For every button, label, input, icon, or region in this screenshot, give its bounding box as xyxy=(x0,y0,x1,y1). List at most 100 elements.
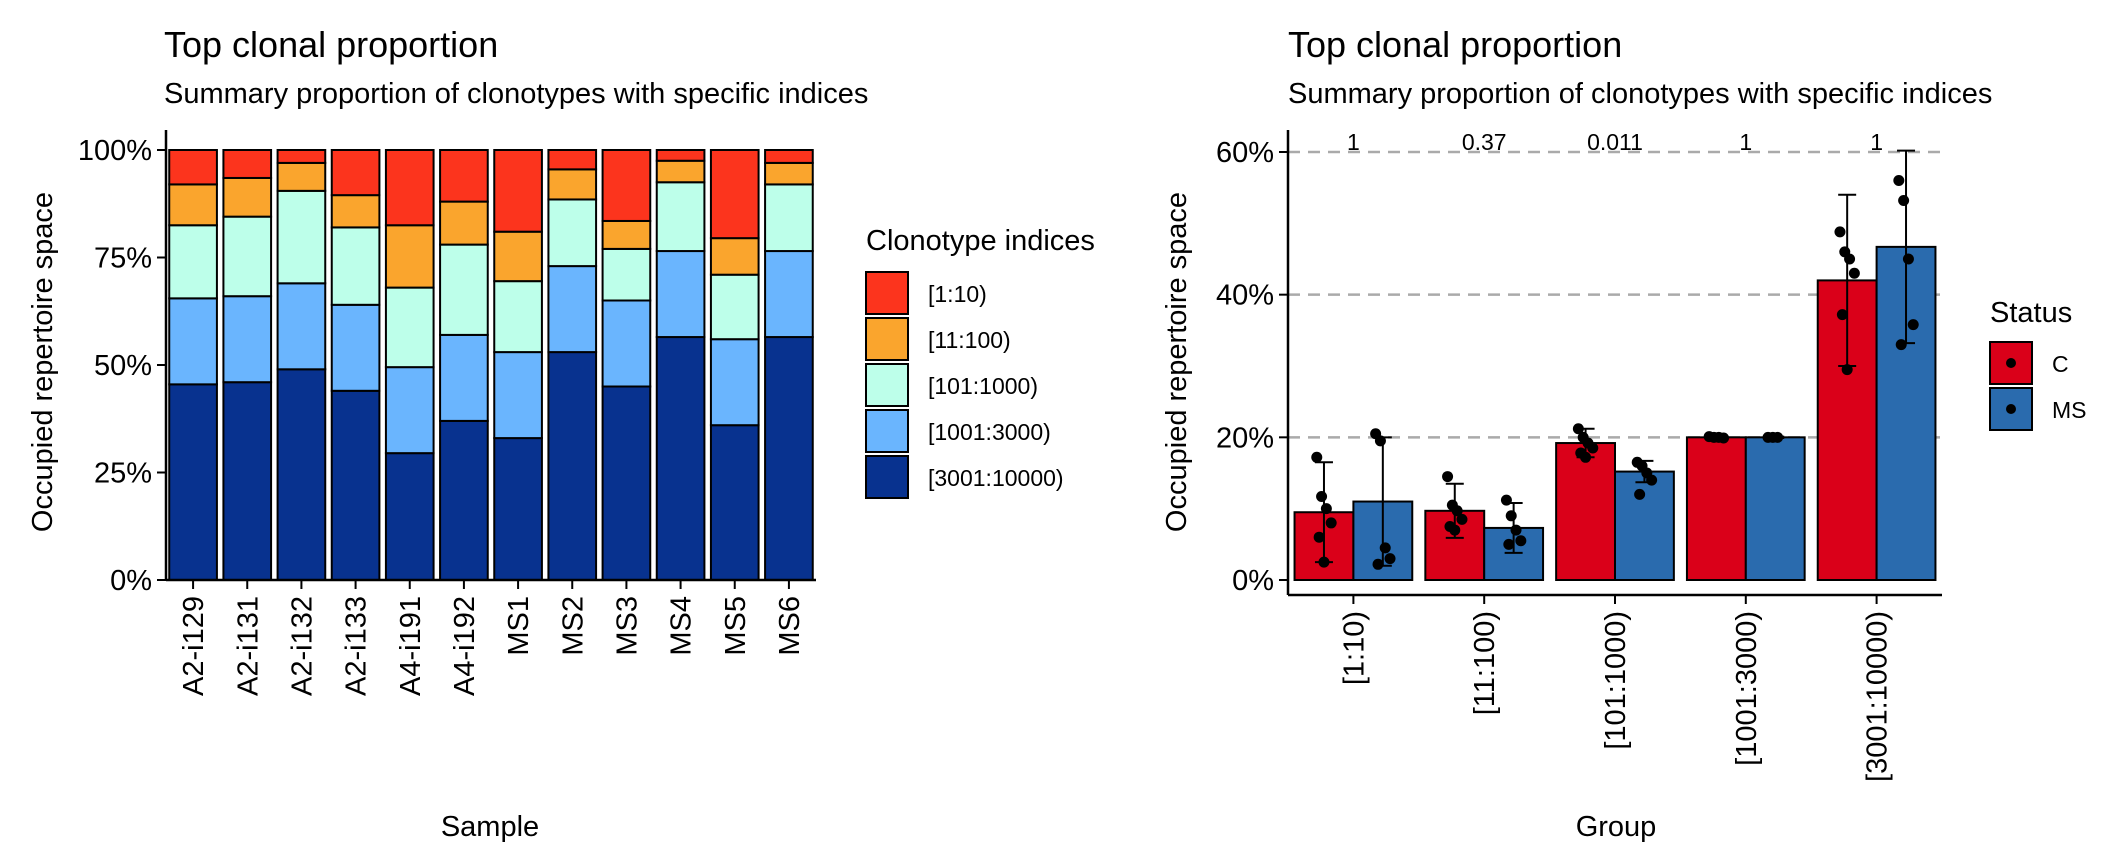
bar-segment xyxy=(276,368,327,581)
data-point xyxy=(1311,451,1323,463)
p-value-label: 1 xyxy=(1739,129,1752,155)
stacked-bar-chart: Sample Occupied repertoire space Clonoty… xyxy=(27,130,1095,843)
legend-label: MS xyxy=(2052,397,2087,423)
left-chart-panel: Top clonal proportion Summary proportion… xyxy=(27,24,1095,843)
left-x-axis-label: Sample xyxy=(441,811,539,843)
bar-segment xyxy=(547,351,598,581)
legend-label: C xyxy=(2052,351,2069,377)
bar-segment xyxy=(764,149,814,164)
x-tick-label: A2-i132 xyxy=(286,596,318,696)
x-tick-label: A4-i192 xyxy=(449,596,481,696)
data-point xyxy=(1379,542,1391,554)
bar-segment xyxy=(601,149,652,222)
bar-segment xyxy=(330,303,381,392)
bar-segment xyxy=(168,224,218,300)
data-point xyxy=(1510,524,1522,536)
x-tick-label: A4-i191 xyxy=(395,596,427,696)
data-point xyxy=(1316,491,1328,503)
x-tick-label: MS3 xyxy=(611,596,643,656)
x-tick-label: MS5 xyxy=(720,596,752,656)
data-point xyxy=(1898,195,1910,207)
bar-segment xyxy=(709,149,760,240)
x-tick-label: A2-i133 xyxy=(341,596,373,696)
data-point xyxy=(1325,517,1337,529)
bar-segment xyxy=(709,237,760,276)
p-value-label: 0.37 xyxy=(1462,129,1507,155)
legend-key xyxy=(865,409,909,453)
bar-segment xyxy=(222,176,273,218)
bar-segment xyxy=(439,419,489,581)
data-point xyxy=(1384,553,1396,565)
bar-segment xyxy=(547,149,598,171)
legend-label: [1001:3000) xyxy=(928,419,1051,445)
bar-segment xyxy=(168,149,218,186)
bar-segment xyxy=(168,183,218,227)
grouped-bar-chart: Group Occupied repertoire space Status 0… xyxy=(1161,129,2087,843)
bar-segment xyxy=(439,200,489,246)
bar-segment xyxy=(222,215,273,298)
bar-segment xyxy=(276,149,327,164)
left-chart-subtitle: Summary proportion of clonotypes with sp… xyxy=(164,78,869,110)
data-point xyxy=(1587,442,1599,454)
bar-segment xyxy=(330,389,381,581)
data-point xyxy=(1572,423,1584,435)
y-tick-label: 0% xyxy=(1232,565,1274,597)
data-point xyxy=(1320,503,1332,515)
legend-label: [101:1000) xyxy=(928,373,1038,399)
bar-segment xyxy=(601,385,652,581)
bar-segment xyxy=(655,181,706,253)
bar-segment xyxy=(764,183,814,253)
bar-segment xyxy=(601,219,652,250)
bar-segment xyxy=(222,295,273,384)
bar-segment xyxy=(601,247,652,302)
x-tick-label: MS6 xyxy=(774,596,806,656)
bar-segment xyxy=(276,161,327,192)
data-point xyxy=(1895,339,1907,351)
bar-segment xyxy=(547,265,598,354)
bar-segment xyxy=(547,168,598,201)
bar-segment xyxy=(764,336,814,581)
right-y-axis-label: Occupied repertoire space xyxy=(1161,192,1193,532)
data-point xyxy=(1848,267,1860,279)
bar-segment xyxy=(493,280,543,354)
bar-segment xyxy=(493,230,543,283)
data-point xyxy=(1451,505,1463,517)
data-point xyxy=(1374,435,1386,447)
data-point xyxy=(1500,494,1512,506)
data-point xyxy=(1772,431,1784,443)
data-point xyxy=(1503,538,1515,550)
data-point xyxy=(1836,309,1848,321)
bar-C xyxy=(1555,442,1617,582)
bar-segment xyxy=(222,381,273,582)
data-point xyxy=(1372,558,1384,570)
data-point xyxy=(1907,319,1919,331)
bar-segment xyxy=(655,159,706,184)
bar-segment xyxy=(493,149,543,233)
bar-segment xyxy=(384,366,435,455)
legend-label: [11:100) xyxy=(928,327,1011,353)
bar-segment xyxy=(330,149,381,197)
bar-segment xyxy=(764,161,814,186)
data-point xyxy=(1313,531,1325,543)
bar-segment xyxy=(384,286,435,369)
x-tick-label: [11:100) xyxy=(1469,611,1501,715)
y-tick-label: 0% xyxy=(110,565,152,597)
right-chart-subtitle: Summary proportion of clonotypes with sp… xyxy=(1288,78,1993,110)
right-chart-title: Top clonal proportion xyxy=(1288,24,1623,65)
bar-segment xyxy=(276,282,327,371)
bar-segment xyxy=(439,243,489,336)
data-point xyxy=(1505,510,1517,522)
y-tick-label: 20% xyxy=(1216,422,1274,454)
bar-MS xyxy=(1744,436,1806,582)
x-tick-label: A2-i131 xyxy=(232,596,264,696)
bar-segment xyxy=(330,194,381,229)
bar-segment xyxy=(709,424,760,582)
right-chart-panel: Top clonal proportion Summary proportion… xyxy=(1056,0,2112,864)
bar-segment xyxy=(547,198,598,268)
data-point xyxy=(1456,513,1468,525)
bar-segment xyxy=(601,299,652,388)
legend-point xyxy=(2006,404,2016,414)
bar-segment xyxy=(493,437,543,581)
data-point xyxy=(1318,556,1330,568)
bar-segment xyxy=(168,297,218,386)
